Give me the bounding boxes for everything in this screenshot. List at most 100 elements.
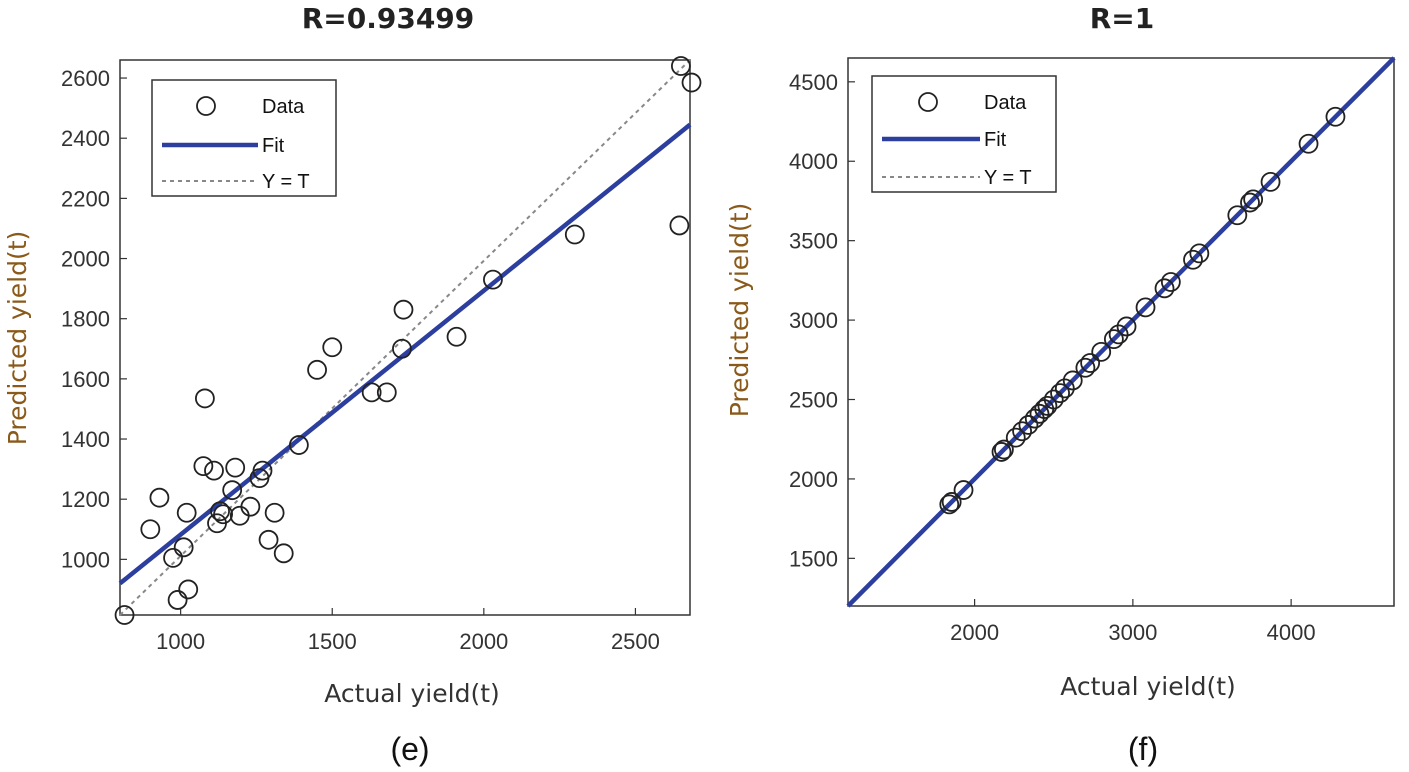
data-point bbox=[167, 590, 188, 610]
y-tick-label: 1400 bbox=[61, 427, 110, 452]
data-point bbox=[671, 56, 691, 76]
legend-marker-data-f bbox=[918, 92, 938, 112]
data-point bbox=[307, 359, 327, 380]
data-point bbox=[1298, 133, 1319, 154]
data-point bbox=[392, 338, 412, 359]
y-tick-label: 2000 bbox=[789, 467, 838, 492]
data-point bbox=[178, 579, 199, 600]
x-tick-label: 3000 bbox=[1108, 620, 1157, 645]
data-point bbox=[1116, 316, 1137, 337]
data-point bbox=[194, 388, 215, 409]
data-point bbox=[176, 502, 197, 523]
y-tick-label: 1800 bbox=[61, 307, 110, 332]
data-point bbox=[1108, 324, 1129, 345]
legend-marker-data-e bbox=[196, 96, 216, 116]
chart-title-e: R=0.93499 bbox=[302, 2, 475, 35]
data-point bbox=[1325, 106, 1346, 127]
data-point bbox=[264, 502, 285, 523]
data-point bbox=[483, 269, 503, 290]
legend-label-identity-e: Y = T bbox=[262, 171, 310, 193]
data-point bbox=[1135, 297, 1156, 318]
data-point bbox=[252, 460, 273, 481]
data-point bbox=[991, 442, 1012, 462]
x-tick-label: 2000 bbox=[950, 620, 999, 645]
data-point bbox=[1103, 329, 1124, 350]
data-point bbox=[669, 215, 690, 236]
data-point bbox=[1183, 249, 1203, 270]
data-point bbox=[361, 382, 382, 403]
y-tick-label: 2200 bbox=[61, 186, 110, 211]
y-tick-label: 1000 bbox=[61, 547, 110, 572]
data-point bbox=[941, 492, 962, 512]
y-tick-label: 4500 bbox=[789, 70, 838, 95]
data-point bbox=[288, 435, 309, 455]
x-tick-label: 2000 bbox=[459, 629, 508, 654]
fit-line-e bbox=[118, 122, 692, 586]
data-point bbox=[681, 72, 702, 93]
data-points-e bbox=[114, 56, 702, 625]
y-tick-label: 2500 bbox=[789, 388, 838, 413]
data-point bbox=[1260, 171, 1281, 192]
panel-e: 1000 1500 2000 2500 1000 1200 1400 1600 1800 2000… bbox=[3, 2, 702, 767]
data-point bbox=[1043, 389, 1064, 410]
data-point bbox=[173, 537, 194, 558]
y-tick-label: 4000 bbox=[789, 149, 838, 174]
data-point bbox=[210, 501, 230, 522]
data-point bbox=[1243, 189, 1264, 210]
y-tick-label: 2400 bbox=[61, 126, 110, 151]
legend-label-data-e: Data bbox=[262, 96, 305, 118]
data-point bbox=[1037, 395, 1058, 416]
data-point bbox=[225, 457, 246, 478]
data-point bbox=[163, 547, 183, 568]
legend-label-identity-f: Y = T bbox=[984, 167, 1032, 189]
y-tick-label: 1600 bbox=[61, 367, 110, 392]
x-axis-label-f: Actual yield(t) bbox=[1060, 672, 1236, 701]
x-tick-label: 4000 bbox=[1267, 620, 1316, 645]
data-point bbox=[1160, 272, 1181, 292]
data-point bbox=[1091, 341, 1112, 362]
y-axis-label-e: Predicted yield(t) bbox=[3, 231, 32, 446]
legend-label-fit-e: Fit bbox=[262, 135, 285, 157]
data-point bbox=[258, 529, 279, 550]
data-point bbox=[1075, 357, 1096, 378]
y-tick-label: 2000 bbox=[61, 247, 110, 272]
data-point bbox=[1005, 427, 1026, 448]
panel-f: 2000 3000 4000 1500 2000 2500 3000 3500 4000 4500… bbox=[725, 2, 1396, 767]
data-point bbox=[240, 496, 261, 517]
y-tick-label: 2600 bbox=[61, 66, 110, 91]
x-axis-label-e: Actual yield(t) bbox=[324, 679, 500, 708]
x-tick-label: 1500 bbox=[308, 629, 357, 654]
data-point bbox=[322, 337, 343, 358]
caption-f: (f) bbox=[1128, 731, 1158, 767]
caption-e: (e) bbox=[390, 731, 429, 767]
gridline-layer-e: 1000 1500 2000 2500 1000 1200 1400 1600 1800 2000… bbox=[61, 66, 660, 654]
data-point bbox=[1080, 353, 1101, 373]
data-point bbox=[1018, 415, 1039, 435]
data-point bbox=[953, 480, 974, 500]
y-tick-label: 1200 bbox=[61, 487, 110, 512]
data-point bbox=[1227, 205, 1248, 226]
data-point bbox=[222, 480, 243, 501]
data-point bbox=[393, 299, 414, 320]
data-point bbox=[1240, 192, 1260, 213]
legend-label-data-f: Data bbox=[984, 92, 1027, 114]
data-point bbox=[114, 605, 135, 625]
data-point bbox=[1189, 243, 1210, 264]
data-point bbox=[993, 439, 1014, 460]
data-point bbox=[446, 326, 467, 347]
data-point bbox=[376, 382, 397, 403]
data-point bbox=[1154, 278, 1175, 299]
data-point bbox=[1054, 378, 1075, 399]
data-point bbox=[213, 504, 233, 525]
legend-label-fit-f: Fit bbox=[984, 129, 1007, 151]
data-point bbox=[193, 456, 214, 476]
data-point bbox=[149, 487, 170, 508]
data-point bbox=[1012, 421, 1032, 442]
gridline-layer-f: 2000 3000 4000 1500 2000 2500 3000 3500 4000 4500 bbox=[789, 70, 1316, 645]
data-point bbox=[564, 224, 585, 245]
chart-title-f: R=1 bbox=[1090, 2, 1155, 35]
data-point bbox=[204, 460, 224, 481]
data-point bbox=[1062, 370, 1083, 391]
y-axis-label-f: Predicted yield(t) bbox=[725, 203, 754, 418]
